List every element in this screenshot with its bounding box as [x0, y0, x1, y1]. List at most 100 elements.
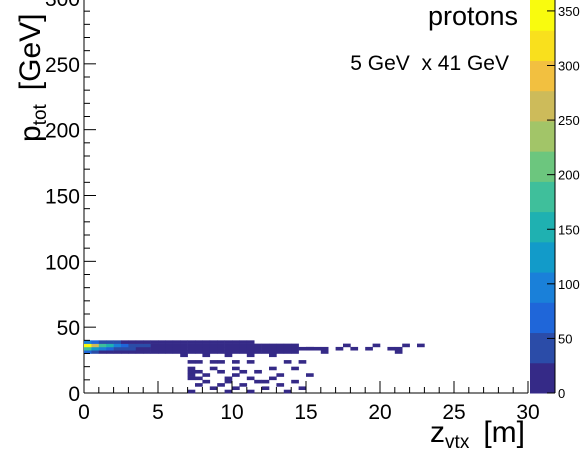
- heatmap-cell: [135, 346, 144, 351]
- heatmap-cell: [98, 340, 107, 344]
- heatmap-cell: [187, 389, 196, 394]
- x-axis-label-unit: [m]: [483, 416, 525, 449]
- heatmap-cell: [158, 346, 166, 351]
- heatmap-cell: [276, 346, 285, 351]
- heatmap-cell: [187, 343, 196, 348]
- heatmap-cell: [187, 373, 196, 377]
- heatmap-cell: [291, 346, 299, 351]
- heatmap-cell: [246, 350, 255, 354]
- color-scale-segment: [530, 302, 555, 334]
- heatmap-cell: [224, 340, 233, 344]
- heatmap-cell: [113, 350, 122, 354]
- heatmap-cell: [195, 369, 203, 374]
- heatmap-cell: [172, 350, 181, 354]
- heatmap-cell: [106, 340, 114, 344]
- heatmap-cell: [195, 346, 203, 351]
- z-tick-label: 150: [558, 222, 580, 237]
- heatmap-cell: [91, 346, 100, 351]
- heatmap-cell: [195, 350, 203, 354]
- heatmap-cell: [261, 343, 270, 348]
- heatmap-cell: [113, 340, 122, 344]
- heatmap-cell: [291, 350, 299, 354]
- heatmap-cell: [150, 343, 159, 348]
- heatmap-cell: [239, 340, 248, 344]
- x-tick-label: 25: [442, 401, 465, 424]
- color-scale-segment: [530, 90, 555, 122]
- heatmap-cell: [283, 360, 292, 364]
- color-scale-segment: [530, 211, 555, 243]
- heatmap-cell: [306, 373, 314, 377]
- heatmap-cell: [172, 343, 181, 348]
- heatmap-cell: [394, 350, 403, 354]
- heatmap-cell: [150, 346, 159, 351]
- heatmap-cell: [209, 360, 218, 364]
- color-scale-segment: [530, 362, 555, 394]
- heatmap-cell: [195, 376, 203, 381]
- heatmap-cell: [343, 343, 351, 348]
- heatmap-cell: [98, 343, 107, 348]
- heatmap-cell: [217, 346, 225, 351]
- heatmap-cell: [350, 346, 359, 351]
- heatmap-cell: [121, 343, 129, 348]
- heatmap-cell: [239, 369, 248, 374]
- heatmap-cell: [232, 346, 240, 351]
- heatmap-cell: [232, 350, 240, 354]
- heatmap-cell: [209, 346, 218, 351]
- heatmap-cell: [372, 343, 381, 348]
- heatmap-cell: [232, 373, 240, 377]
- heatmap-cell: [217, 383, 225, 387]
- heatmap-cell: [320, 350, 329, 354]
- annotation-particle: protons: [428, 1, 518, 31]
- x-axis-label-sub: vtx: [445, 432, 470, 453]
- heatmap-cell: [202, 373, 211, 377]
- heatmap-cell: [283, 389, 292, 394]
- heatmap-cell: [158, 350, 166, 354]
- heatmap-cell: [224, 389, 233, 394]
- y-axis-label-main: p: [14, 125, 47, 142]
- heatmap-cell: [269, 350, 277, 354]
- heatmap-cell: [224, 376, 233, 381]
- y-tick-label: 0: [68, 383, 80, 406]
- heatmap-cell: [335, 346, 344, 351]
- y-axis-label: ptot [GeV]: [14, 13, 51, 142]
- color-scale-segment: [530, 332, 555, 364]
- heatmap-cell: [158, 343, 166, 348]
- y-tick-label: 100: [45, 251, 80, 274]
- heatmap-cell: [187, 360, 196, 364]
- heatmap-cell: [298, 386, 307, 391]
- y-axis-label-sub: tot: [30, 103, 51, 125]
- heatmap-cell: [276, 383, 285, 387]
- heatmap-cell: [84, 350, 92, 354]
- heatmap-cell: [187, 376, 196, 381]
- y-tick-label: 250: [45, 54, 80, 77]
- heatmap-cell: [143, 350, 151, 354]
- heatmap-cell: [276, 350, 285, 354]
- y-tick-label: 150: [45, 186, 80, 209]
- heatmap-cell: [209, 340, 218, 344]
- heatmap-cell: [209, 343, 218, 348]
- heatmap-cell: [306, 346, 314, 351]
- heatmap-cell: [402, 343, 410, 348]
- heatmap-cell: [246, 360, 255, 364]
- heatmap-cell: [143, 340, 151, 344]
- heatmap-cell: [187, 340, 196, 344]
- heatmap-cell: [254, 379, 262, 384]
- heatmap-cell: [417, 343, 425, 348]
- heatmap-cell: [254, 369, 262, 374]
- z-tick-label: 300: [558, 59, 580, 74]
- heatmap-cell: [261, 346, 270, 351]
- heatmap-cell: [135, 340, 144, 344]
- heatmap-cell: [91, 343, 100, 348]
- heatmap-cell: [187, 366, 196, 371]
- heatmap-cell: [246, 340, 255, 344]
- heatmap-cell: [291, 343, 299, 348]
- heatmap-cell: [269, 343, 277, 348]
- z-tick-label: 350: [558, 4, 580, 19]
- heatmap-cell: [276, 373, 285, 377]
- x-tick-label: 5: [152, 401, 164, 424]
- heatmap-cell: [113, 346, 122, 351]
- heatmap-cell: [195, 343, 203, 348]
- heatmap-cell: [202, 350, 211, 354]
- heatmap-cell: [135, 350, 144, 354]
- heatmap-cell: [180, 353, 188, 358]
